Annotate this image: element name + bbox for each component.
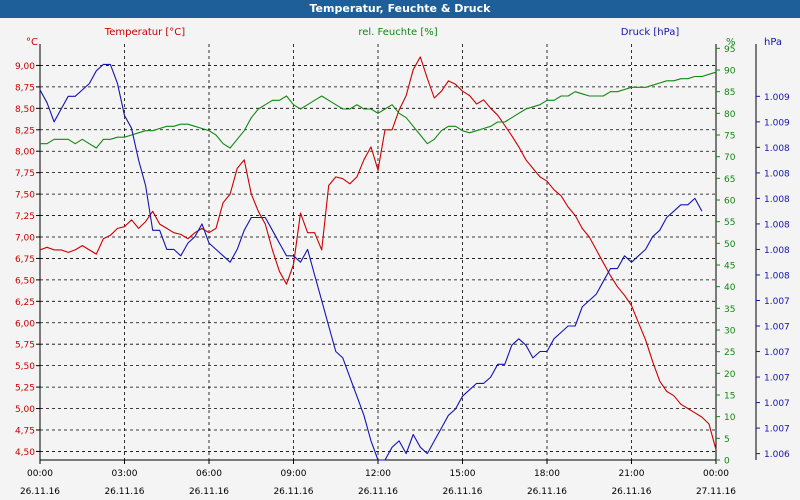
pressure-tick-label: 1.007 [764, 374, 790, 384]
legend-temperature: Temperatur [°C] [104, 27, 185, 38]
humidity-tick-label: 5 [724, 435, 730, 445]
pressure-unit-label: hPa [764, 37, 782, 48]
temperature-tick-label: 4,75 [15, 426, 35, 436]
temperature-tick-label: 5,00 [15, 405, 35, 415]
humidity-tick-label: 10 [724, 413, 736, 423]
temperature-tick-label: 7,50 [15, 191, 35, 201]
pressure-tick-label: 1.008 [764, 271, 790, 281]
temperature-tick-label: 4,50 [15, 448, 35, 458]
series-lines [39, 56, 717, 461]
axes: 4,50 4,75 5,00 5,25 5,50 5,75 6,00 6,25 6,50 6,75… [15, 44, 790, 497]
temperature-tick-label: 5,75 [15, 341, 35, 351]
pressure-tick-label: 1.009 [764, 93, 790, 103]
temperature-tick-label: 6,25 [15, 298, 35, 308]
x-tick-time: 12:00 [365, 469, 391, 479]
x-tick-time: 21:00 [619, 469, 645, 479]
humidity-unit-label: % [726, 37, 736, 48]
pressure-tick-label: 1.007 [764, 425, 790, 435]
x-tick-time: 00:00 [703, 469, 729, 479]
pressure-tick-label: 1.008 [764, 246, 790, 256]
x-tick-date: 26.11.16 [611, 487, 651, 497]
humidity-tick-label: 75 [724, 132, 735, 142]
humidity-tick-label: 85 [724, 88, 735, 98]
chart-background [0, 18, 800, 500]
humidity-tick-label: 20 [724, 370, 736, 380]
humidity-tick-label: 65 [724, 175, 735, 185]
humidity-tick-label: 30 [724, 327, 736, 337]
humidity-tick-label: 70 [724, 153, 736, 163]
humidity-tick-label: 60 [724, 197, 736, 207]
x-tick-date: 26.11.16 [189, 487, 229, 497]
grid [39, 44, 717, 460]
temperature-tick-label: 8,25 [15, 126, 35, 136]
humidity-tick-label: 40 [724, 283, 736, 293]
pressure-tick-label: 1.007 [764, 297, 790, 307]
pressure-line [39, 63, 703, 461]
pressure-tick-label: 1.007 [764, 399, 790, 409]
pressure-tick-label: 1.008 [764, 144, 790, 154]
x-tick-date: 26.11.16 [273, 487, 313, 497]
humidity-tick-label: 15 [724, 392, 735, 402]
temperature-tick-label: 8,50 [15, 105, 35, 115]
legend-humidity: rel. Feuchte [%] [358, 27, 437, 38]
pressure-tick-label: 1.008 [764, 195, 790, 205]
legend-pressure: Druck [hPa] [621, 27, 680, 38]
humidity-line [40, 71, 717, 149]
pressure-tick-label: 1.009 [764, 118, 790, 128]
x-tick-date: 26.11.16 [442, 487, 482, 497]
x-tick-time: 15:00 [450, 469, 476, 479]
pressure-tick-label: 1.007 [764, 323, 790, 333]
temperature-tick-label: 9,00 [15, 62, 35, 72]
humidity-tick-label: 80 [724, 110, 736, 120]
temperature-line [39, 56, 717, 450]
axis-labels: °C Temperatur [°C] rel. Feuchte [%] Druc… [26, 27, 782, 48]
x-tick-date: 26.11.16 [104, 487, 144, 497]
temperature-tick-label: 5,50 [15, 362, 35, 372]
x-tick-date: 26.11.16 [20, 487, 60, 497]
x-tick-time: 09:00 [281, 469, 307, 479]
temperature-tick-label: 7,25 [15, 212, 35, 222]
x-tick-time: 03:00 [112, 469, 138, 479]
temperature-tick-label: 5,25 [15, 384, 35, 394]
pressure-tick-label: 1.007 [764, 348, 790, 358]
x-tick-date: 26.11.16 [527, 487, 567, 497]
x-tick-time: 00:00 [27, 469, 53, 479]
humidity-tick-label: 50 [724, 240, 736, 250]
temperature-tick-label: 6,75 [15, 255, 35, 265]
x-tick-date: 26.11.16 [358, 487, 398, 497]
humidity-tick-label: 90 [724, 67, 736, 77]
pressure-tick-label: 1.006 [764, 450, 790, 460]
x-tick-date: 27.11.16 [696, 487, 736, 497]
temperature-tick-label: 8,00 [15, 148, 35, 158]
window-title: Temperatur, Feuchte & Druck [0, 0, 800, 18]
temperature-tick-label: 6,50 [15, 276, 35, 286]
temperature-tick-label: 6,00 [15, 319, 35, 329]
humidity-tick-label: 25 [724, 348, 735, 358]
x-tick-time: 18:00 [534, 469, 560, 479]
humidity-tick-label: 95 [724, 45, 735, 55]
temperature-tick-label: 8,75 [15, 83, 35, 93]
humidity-tick-label: 45 [724, 262, 735, 272]
humidity-tick-label: 55 [724, 218, 735, 228]
humidity-tick-label: 0 [724, 457, 730, 467]
temperature-tick-label: 7,75 [15, 169, 35, 179]
x-tick-time: 06:00 [196, 469, 222, 479]
chart-canvas: 4,50 4,75 5,00 5,25 5,50 5,75 6,00 6,25 6,50 6,75… [0, 18, 800, 500]
temperature-tick-label: 7,00 [15, 233, 35, 243]
humidity-tick-label: 35 [724, 305, 735, 315]
temperature-unit-label: °C [26, 37, 38, 48]
pressure-tick-label: 1.008 [764, 220, 790, 230]
pressure-tick-label: 1.008 [764, 169, 790, 179]
